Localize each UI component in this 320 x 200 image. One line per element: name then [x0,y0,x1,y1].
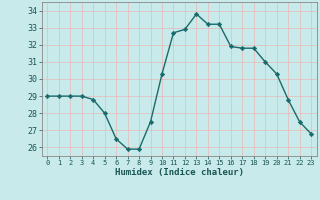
X-axis label: Humidex (Indice chaleur): Humidex (Indice chaleur) [115,168,244,177]
